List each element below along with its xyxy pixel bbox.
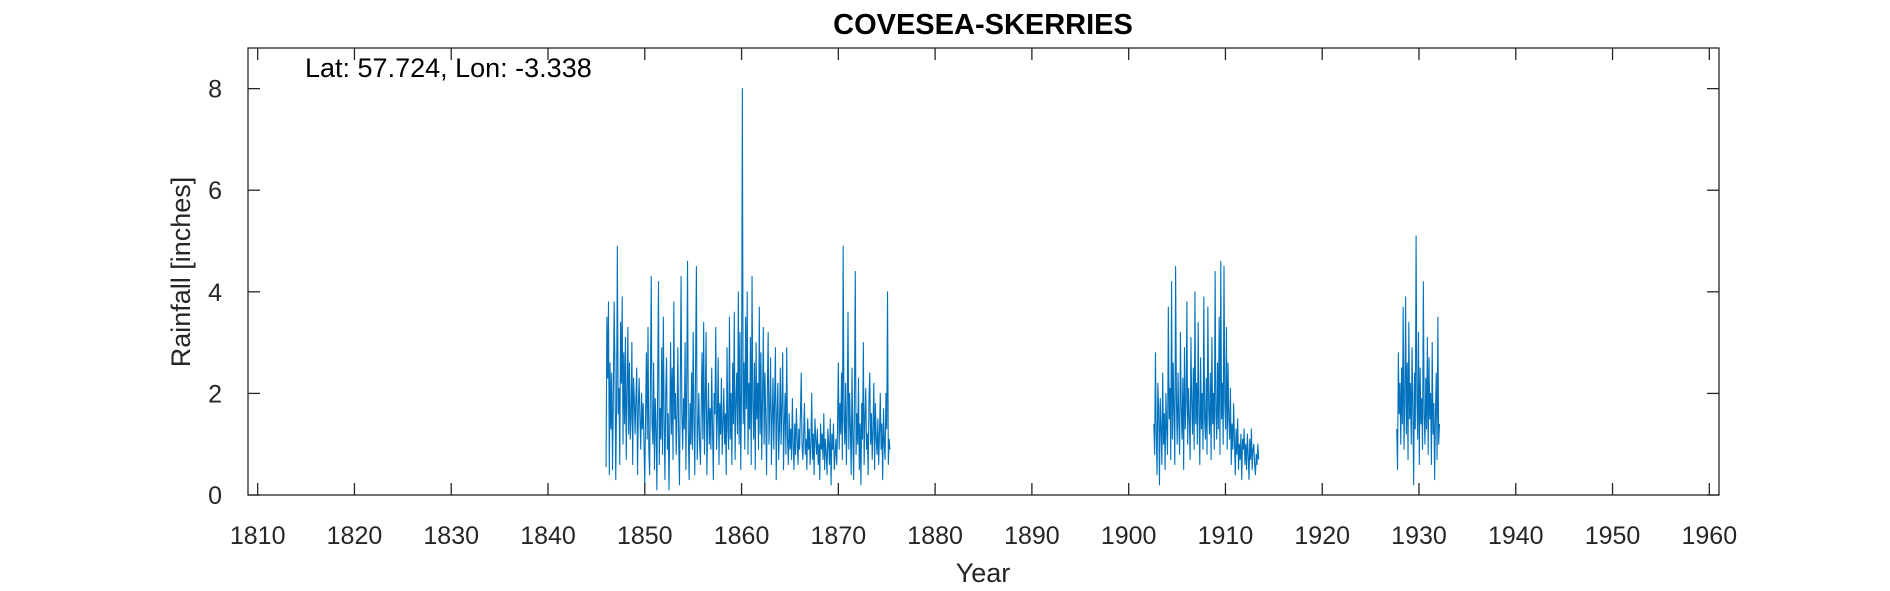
x-tick-label: 1840 bbox=[520, 522, 576, 550]
x-tick-label: 1830 bbox=[423, 522, 479, 550]
rainfall-series-line bbox=[605, 88, 891, 491]
chart-title: COVESEA-SKERRIES bbox=[833, 9, 1133, 41]
y-tick-label: 6 bbox=[208, 177, 222, 205]
y-axis-label: Rainfall [inches] bbox=[166, 177, 196, 368]
x-tick-label: 1870 bbox=[811, 522, 867, 550]
x-axis-label: Year bbox=[956, 558, 1011, 588]
ticks-layer: 1810 1820 1830 1840 1850 1860 1870 1880 1890 1900… bbox=[208, 48, 1737, 550]
x-tick-label: 1940 bbox=[1488, 522, 1544, 550]
y-tick-label: 4 bbox=[208, 279, 222, 307]
y-tick-label: 0 bbox=[208, 482, 222, 510]
location-annotation: Lat: 57.724, Lon: -3.338 bbox=[305, 53, 592, 83]
axes-box bbox=[247, 47, 1720, 496]
x-tick-label: 1820 bbox=[327, 522, 383, 550]
x-tick-label: 1850 bbox=[617, 522, 673, 550]
x-tick-label: 1950 bbox=[1585, 522, 1641, 550]
x-tick-label: 1930 bbox=[1391, 522, 1447, 550]
x-tick-label: 1900 bbox=[1101, 522, 1157, 550]
y-tick-label: 8 bbox=[208, 76, 222, 104]
series-layer bbox=[605, 88, 1441, 491]
y-tick-label: 2 bbox=[208, 380, 222, 408]
x-tick-label: 1920 bbox=[1294, 522, 1350, 550]
x-tick-label: 1860 bbox=[714, 522, 770, 550]
x-tick-label: 1910 bbox=[1198, 522, 1254, 550]
x-tick-label: 1890 bbox=[1004, 522, 1060, 550]
x-tick-label: 1880 bbox=[907, 522, 963, 550]
x-tick-label: 1960 bbox=[1682, 522, 1738, 550]
axes-background bbox=[248, 48, 1719, 495]
rainfall-series-line bbox=[1396, 235, 1441, 486]
rainfall-series-line bbox=[1153, 260, 1260, 486]
x-tick-label: 1810 bbox=[230, 522, 286, 550]
